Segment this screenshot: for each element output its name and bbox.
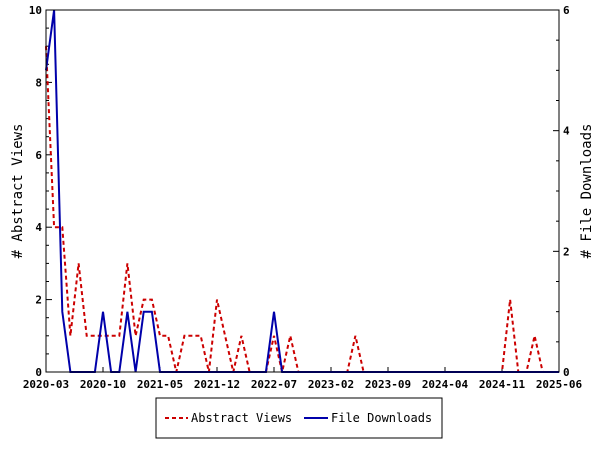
legend-label-abstract-views: Abstract Views xyxy=(191,411,292,425)
x-tick-label: 2021-12 xyxy=(194,378,240,391)
x-tick-label: 2021-05 xyxy=(137,378,183,391)
x-tick-label: 2024-04 xyxy=(422,378,469,391)
legend-label-file-downloads: File Downloads xyxy=(331,411,432,425)
y-right-axis-title: # File Downloads xyxy=(579,124,595,259)
y-left-tick-label: 8 xyxy=(35,76,42,89)
plot-frame xyxy=(45,9,560,373)
x-tick-label: 2025-06 xyxy=(536,378,583,391)
y-right-tick-label: 4 xyxy=(563,125,570,138)
x-tick-label: 2020-10 xyxy=(80,378,126,391)
y-right-tick-label: 2 xyxy=(563,245,570,258)
y-left-tick-label: 0 xyxy=(35,366,42,379)
y-left-tick-label: 10 xyxy=(29,4,42,17)
x-tick-label: 2022-07 xyxy=(251,378,297,391)
y-left-tick-label: 6 xyxy=(35,149,42,162)
x-tick-label: 2020-03 xyxy=(23,378,69,391)
x-tick-label: 2023-02 xyxy=(308,378,354,391)
tick-labels: 0 2 4 6 8 10 0 2 4 6 2020-03 2020-10 2021-05 2021-12 2… xyxy=(23,4,583,391)
x-tick-label: 2024-11 xyxy=(479,378,526,391)
legend-box xyxy=(155,397,443,439)
y-right-tick-label: 6 xyxy=(563,4,570,17)
y-right-tick-label: 0 xyxy=(563,366,570,379)
y-left-tick-label: 2 xyxy=(35,294,42,307)
y-left-axis-title: # Abstract Views xyxy=(10,124,26,259)
y-left-tick-label: 4 xyxy=(35,221,42,234)
x-tick-label: 2023-09 xyxy=(365,378,411,391)
legend: Abstract Views File Downloads xyxy=(155,397,443,439)
